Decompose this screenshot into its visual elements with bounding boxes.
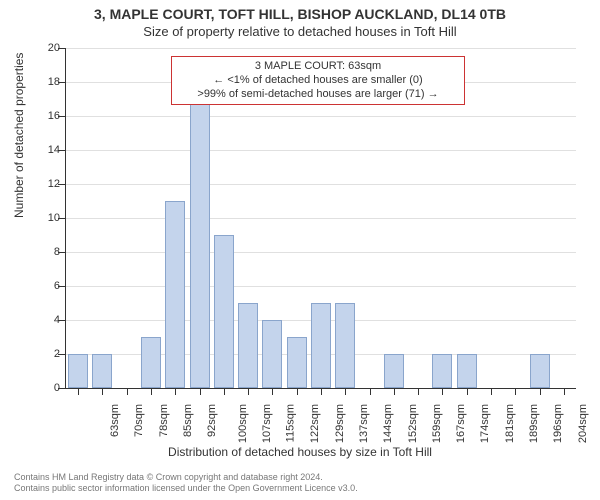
x-tick (394, 389, 395, 395)
y-tick-label: 4 (30, 314, 60, 326)
y-tick-label: 2 (30, 348, 60, 360)
x-tick (151, 389, 152, 395)
x-tick (78, 389, 79, 395)
y-tick-label: 10 (30, 212, 60, 224)
bar (530, 354, 550, 388)
plot-area: 0246810121416182063sqm70sqm78sqm85sqm92s… (65, 48, 576, 389)
y-tick-label: 20 (30, 42, 60, 54)
annotation-box: 3 MAPLE COURT: 63sqm ← <1% of detached h… (171, 56, 465, 105)
y-tick-label: 18 (30, 76, 60, 88)
x-tick-label: 100sqm (237, 404, 249, 443)
x-tick (370, 389, 371, 395)
y-tick-label: 12 (30, 178, 60, 190)
x-tick-label: 189sqm (528, 404, 540, 443)
y-tick-label: 0 (30, 382, 60, 394)
x-tick (442, 389, 443, 395)
x-tick (515, 389, 516, 395)
bar (92, 354, 112, 388)
grid-line (66, 218, 576, 219)
x-tick (127, 389, 128, 395)
bar (287, 337, 307, 388)
bar (68, 354, 88, 388)
x-tick-label: 167sqm (455, 404, 467, 443)
x-tick (418, 389, 419, 395)
annotation-line2: ← <1% of detached houses are smaller (0) (178, 74, 458, 88)
x-tick (102, 389, 103, 395)
x-tick (540, 389, 541, 395)
x-tick-label: 137sqm (358, 404, 370, 443)
bar (214, 235, 234, 388)
grid-line (66, 286, 576, 287)
grid-line (66, 252, 576, 253)
x-tick-label: 107sqm (261, 404, 273, 443)
x-tick-label: 129sqm (334, 404, 346, 443)
bar (432, 354, 452, 388)
grid-line (66, 184, 576, 185)
bar (165, 201, 185, 388)
x-tick (224, 389, 225, 395)
x-tick-label: 63sqm (109, 404, 121, 437)
x-tick-label: 181sqm (504, 404, 516, 443)
chart-title: 3, MAPLE COURT, TOFT HILL, BISHOP AUCKLA… (0, 6, 600, 22)
x-tick (200, 389, 201, 395)
x-tick (297, 389, 298, 395)
bar (335, 303, 355, 388)
grid-line (66, 48, 576, 49)
x-tick-label: 78sqm (158, 404, 170, 437)
y-tick-label: 16 (30, 110, 60, 122)
credits: Contains HM Land Registry data © Crown c… (14, 472, 358, 495)
chart-subtitle: Size of property relative to detached ho… (0, 24, 600, 39)
bar (238, 303, 258, 388)
x-tick-label: 174sqm (480, 404, 492, 443)
bar (457, 354, 477, 388)
x-tick-label: 85sqm (182, 404, 194, 437)
x-tick-label: 152sqm (407, 404, 419, 443)
y-tick-label: 14 (30, 144, 60, 156)
bar (141, 337, 161, 388)
bar (311, 303, 331, 388)
bar (190, 82, 210, 388)
x-tick (321, 389, 322, 395)
bar (262, 320, 282, 388)
x-tick-label: 204sqm (577, 404, 589, 443)
x-tick (467, 389, 468, 395)
bar (384, 354, 404, 388)
x-tick (345, 389, 346, 395)
x-tick-label: 92sqm (206, 404, 218, 437)
x-axis-label: Distribution of detached houses by size … (0, 445, 600, 459)
x-tick-label: 144sqm (382, 404, 394, 443)
x-tick (491, 389, 492, 395)
chart-container: 3, MAPLE COURT, TOFT HILL, BISHOP AUCKLA… (0, 0, 600, 500)
grid-line (66, 116, 576, 117)
y-tick-label: 8 (30, 246, 60, 258)
y-tick-label: 6 (30, 280, 60, 292)
x-tick (175, 389, 176, 395)
credits-line2: Contains public sector information licen… (14, 483, 358, 494)
x-tick-label: 159sqm (431, 404, 443, 443)
x-tick-label: 122sqm (310, 404, 322, 443)
grid-line (66, 150, 576, 151)
credits-line1: Contains HM Land Registry data © Crown c… (14, 472, 358, 483)
annotation-line1: 3 MAPLE COURT: 63sqm (178, 60, 458, 74)
x-tick-label: 115sqm (284, 404, 296, 442)
x-tick (248, 389, 249, 395)
y-axis-label: Number of detached properties (12, 53, 26, 218)
x-tick-label: 70sqm (133, 404, 145, 437)
x-tick (272, 389, 273, 395)
x-tick (564, 389, 565, 395)
x-tick-label: 196sqm (552, 404, 564, 443)
annotation-line3: >99% of semi-detached houses are larger … (178, 88, 458, 102)
